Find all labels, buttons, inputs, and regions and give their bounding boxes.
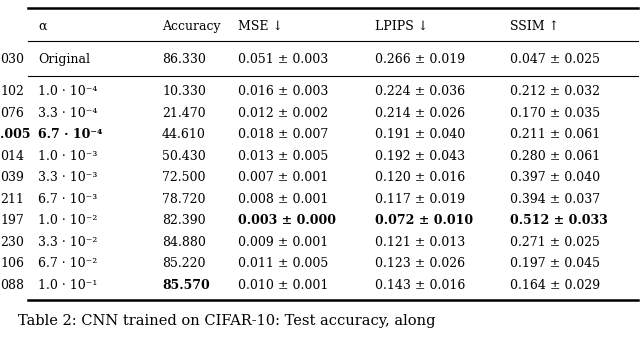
Text: LPIPS ↓: LPIPS ↓ [375, 20, 428, 33]
Text: 6.7 · 10⁻²: 6.7 · 10⁻² [38, 257, 97, 270]
Text: 86.330: 86.330 [162, 53, 206, 66]
Text: 0.164 ± 0.029: 0.164 ± 0.029 [510, 279, 600, 292]
Text: 0.013 ± 0.005: 0.013 ± 0.005 [238, 150, 328, 163]
Text: 78.720: 78.720 [162, 193, 205, 206]
Text: 0.191 ± 0.040: 0.191 ± 0.040 [375, 129, 465, 141]
Text: 0.394 ± 0.037: 0.394 ± 0.037 [510, 193, 600, 206]
Text: 0.280 ± 0.061: 0.280 ± 0.061 [510, 150, 600, 163]
Text: 1.0 · 10⁻²: 1.0 · 10⁻² [38, 214, 97, 227]
Text: 039: 039 [0, 171, 24, 184]
Text: 0.271 ± 0.025: 0.271 ± 0.025 [510, 236, 600, 249]
Text: 230: 230 [0, 236, 24, 249]
Text: 0.117 ± 0.019: 0.117 ± 0.019 [375, 193, 465, 206]
Text: 0.051 ± 0.003: 0.051 ± 0.003 [238, 53, 328, 66]
Text: 84.880: 84.880 [162, 236, 206, 249]
Text: 0.214 ± 0.026: 0.214 ± 0.026 [375, 107, 465, 120]
Text: 0.211 ± 0.061: 0.211 ± 0.061 [510, 129, 600, 141]
Text: 211: 211 [0, 193, 24, 206]
Text: 1.0 · 10⁻³: 1.0 · 10⁻³ [38, 150, 97, 163]
Text: Table 2: CNN trained on CIFAR-10: Test accuracy, along: Table 2: CNN trained on CIFAR-10: Test a… [18, 314, 435, 328]
Text: 85.220: 85.220 [162, 257, 205, 270]
Text: 85.570: 85.570 [162, 279, 210, 292]
Text: 088: 088 [0, 279, 24, 292]
Text: 0.072 ± 0.010: 0.072 ± 0.010 [375, 214, 473, 227]
Text: Accuracy: Accuracy [162, 20, 221, 33]
Text: 1.0 · 10⁻⁴: 1.0 · 10⁻⁴ [38, 85, 97, 98]
Text: 1.0 · 10⁻¹: 1.0 · 10⁻¹ [38, 279, 97, 292]
Text: 0.008 ± 0.001: 0.008 ± 0.001 [238, 193, 328, 206]
Text: 0.224 ± 0.036: 0.224 ± 0.036 [375, 85, 465, 98]
Text: 6.7 · 10⁻³: 6.7 · 10⁻³ [38, 193, 97, 206]
Text: 0.197 ± 0.045: 0.197 ± 0.045 [510, 257, 600, 270]
Text: 0.047 ± 0.025: 0.047 ± 0.025 [510, 53, 600, 66]
Text: 0.012 ± 0.002: 0.012 ± 0.002 [238, 107, 328, 120]
Text: .005: .005 [0, 129, 31, 141]
Text: 0.121 ± 0.013: 0.121 ± 0.013 [375, 236, 465, 249]
Text: 0.120 ± 0.016: 0.120 ± 0.016 [375, 171, 465, 184]
Text: 197: 197 [0, 214, 24, 227]
Text: 0.192 ± 0.043: 0.192 ± 0.043 [375, 150, 465, 163]
Text: 0.212 ± 0.032: 0.212 ± 0.032 [510, 85, 600, 98]
Text: 0.018 ± 0.007: 0.018 ± 0.007 [238, 129, 328, 141]
Text: 0.010 ± 0.001: 0.010 ± 0.001 [238, 279, 328, 292]
Text: 0.011 ± 0.005: 0.011 ± 0.005 [238, 257, 328, 270]
Text: Original: Original [38, 53, 90, 66]
Text: 0.009 ± 0.001: 0.009 ± 0.001 [238, 236, 328, 249]
Text: 0.123 ± 0.026: 0.123 ± 0.026 [375, 257, 465, 270]
Text: 6.7 · 10⁻⁴: 6.7 · 10⁻⁴ [38, 129, 102, 141]
Text: 21.470: 21.470 [162, 107, 205, 120]
Text: 0.170 ± 0.035: 0.170 ± 0.035 [510, 107, 600, 120]
Text: 014: 014 [0, 150, 24, 163]
Text: 0.003 ± 0.000: 0.003 ± 0.000 [238, 214, 336, 227]
Text: α: α [38, 20, 47, 33]
Text: 3.3 · 10⁻²: 3.3 · 10⁻² [38, 236, 97, 249]
Text: 3.3 · 10⁻³: 3.3 · 10⁻³ [38, 171, 97, 184]
Text: 102: 102 [0, 85, 24, 98]
Text: 076: 076 [0, 107, 24, 120]
Text: 72.500: 72.500 [162, 171, 205, 184]
Text: MSE ↓: MSE ↓ [238, 20, 283, 33]
Text: 0.512 ± 0.033: 0.512 ± 0.033 [510, 214, 608, 227]
Text: 44.610: 44.610 [162, 129, 206, 141]
Text: 030: 030 [0, 53, 24, 66]
Text: 0.007 ± 0.001: 0.007 ± 0.001 [238, 171, 328, 184]
Text: 0.016 ± 0.003: 0.016 ± 0.003 [238, 85, 328, 98]
Text: 3.3 · 10⁻⁴: 3.3 · 10⁻⁴ [38, 107, 97, 120]
Text: 10.330: 10.330 [162, 85, 206, 98]
Text: 50.430: 50.430 [162, 150, 205, 163]
Text: 0.143 ± 0.016: 0.143 ± 0.016 [375, 279, 465, 292]
Text: 0.397 ± 0.040: 0.397 ± 0.040 [510, 171, 600, 184]
Text: 82.390: 82.390 [162, 214, 205, 227]
Text: 106: 106 [0, 257, 24, 270]
Text: 0.266 ± 0.019: 0.266 ± 0.019 [375, 53, 465, 66]
Text: SSIM ↑: SSIM ↑ [510, 20, 559, 33]
